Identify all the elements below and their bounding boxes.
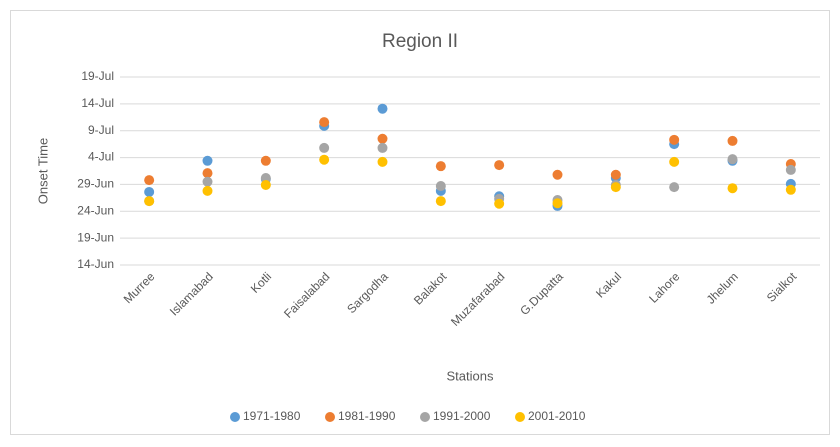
legend-label: 1981-1990 [338,409,396,423]
dot [785,184,796,195]
dot [435,196,446,207]
y-tick-label: 14-Jun [77,257,114,271]
legend-label: 1991-2000 [433,409,491,423]
y-tick-label: 14-Jul [81,96,114,110]
dot [727,183,738,194]
dot [144,175,155,186]
dot [144,186,155,197]
dot [669,156,680,167]
dot [669,134,680,145]
dot [494,160,505,171]
dot [610,182,621,193]
dot [435,161,446,172]
dot [202,176,213,187]
dot [202,155,213,166]
dot [610,169,621,180]
dot [377,142,388,153]
dot [552,198,563,209]
dot [377,156,388,167]
dot [727,135,738,146]
dot [260,172,271,183]
chart-title: Region II [382,31,458,52]
y-tick-label: 29-Jun [77,177,114,191]
dot [260,179,271,190]
dot [377,103,388,114]
legend-marker [515,412,525,422]
legend-label: 2001-2010 [528,409,586,423]
dot [785,164,796,175]
y-tick-label: 4-Jul [88,150,114,164]
dot [202,168,213,179]
dot [260,155,271,166]
dot [727,154,738,165]
legend-marker [325,412,335,422]
dot [377,133,388,144]
y-tick-label: 19-Jul [81,69,114,83]
y-axis-label: Onset Time [35,138,50,204]
dot [202,185,213,196]
dot [435,181,446,192]
chart-border [10,10,830,435]
y-tick-label: 24-Jun [77,203,114,217]
dot [319,154,330,165]
y-tick-label: 19-Jun [77,230,114,244]
legend-marker [420,412,430,422]
y-tick-label: 9-Jul [88,123,114,137]
legend-label: 1971-1980 [243,409,301,423]
x-axis-label: Stations [447,368,494,383]
dot [669,182,680,193]
dot [552,169,563,180]
dot [319,117,330,128]
dot [319,142,330,153]
legend-marker [230,412,240,422]
dot [144,196,155,207]
dot [494,198,505,209]
